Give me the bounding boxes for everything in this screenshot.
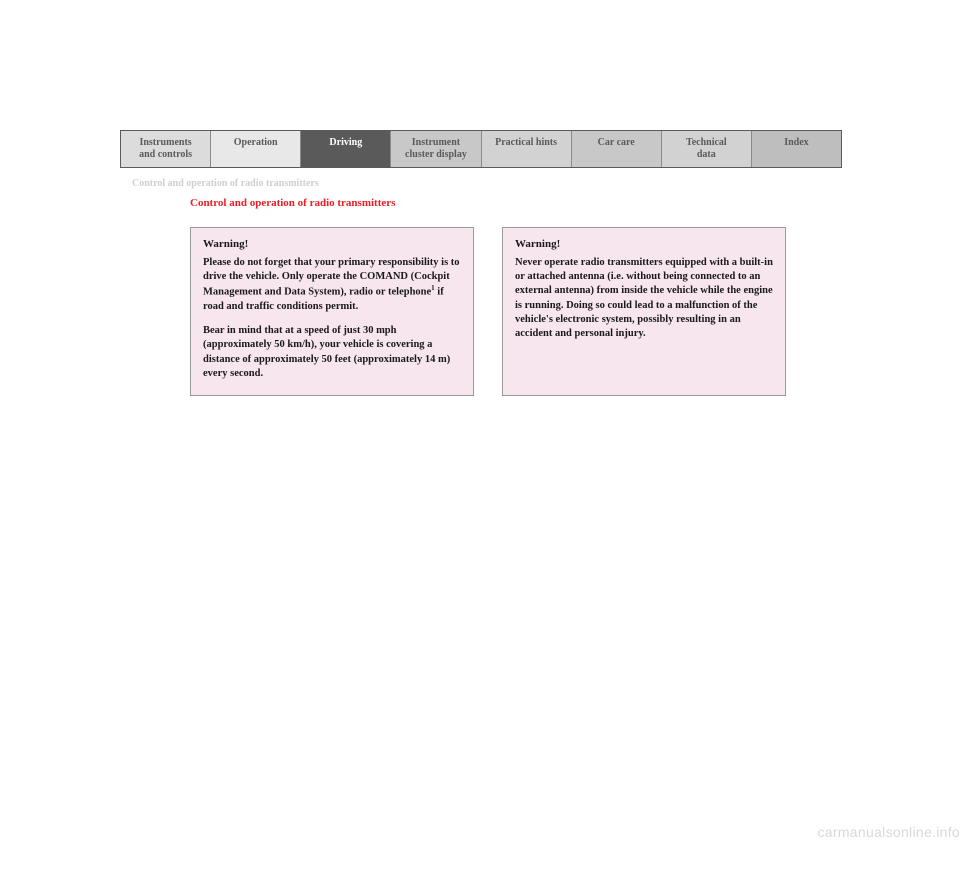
tab-label: Driving: [329, 137, 362, 148]
warning-title: Warning!: [515, 238, 773, 250]
tab-bar: Instruments and controls Operation Drivi…: [120, 130, 842, 168]
breadcrumb: Control and operation of radio transmitt…: [132, 178, 960, 189]
warning-text: Never operate radio transmitters equippe…: [515, 256, 773, 341]
warning-title: Warning!: [203, 238, 461, 250]
tab-instruments-controls[interactable]: Instruments and controls: [121, 131, 210, 167]
tab-label: Car care: [598, 137, 635, 148]
warning-text: Please do not forget that your primary r…: [203, 256, 461, 314]
tab-label: data: [697, 149, 716, 160]
content-row: Warning! Please do not forget that your …: [190, 227, 960, 396]
watermark: carmanualsonline.info: [818, 824, 960, 840]
tab-operation[interactable]: Operation: [210, 131, 300, 167]
tab-label: Operation: [234, 137, 278, 148]
tab-car-care[interactable]: Car care: [571, 131, 661, 167]
tab-index[interactable]: Index: [751, 131, 841, 167]
tab-label: cluster display: [405, 149, 467, 160]
tab-instrument-cluster-display[interactable]: Instrument cluster display: [390, 131, 480, 167]
tab-label: and controls: [139, 149, 192, 160]
warning-box-right: Warning! Never operate radio transmitter…: [502, 227, 786, 396]
tab-driving[interactable]: Driving: [300, 131, 390, 167]
tab-label: Instruments: [139, 137, 191, 148]
page: Instruments and controls Operation Drivi…: [0, 130, 960, 872]
warning-text-part: Please do not forget that your primary r…: [203, 257, 460, 298]
tab-label: Technical: [686, 137, 727, 148]
tab-label: Instrument: [412, 137, 460, 148]
tab-label: Practical hints: [495, 137, 557, 148]
tab-label: Index: [784, 137, 808, 148]
tab-technical-data[interactable]: Technical data: [661, 131, 751, 167]
section-title: Control and operation of radio transmitt…: [190, 197, 960, 209]
warning-text: Bear in mind that at a speed of just 30 …: [203, 324, 461, 381]
tab-practical-hints[interactable]: Practical hints: [481, 131, 571, 167]
warning-box-left: Warning! Please do not forget that your …: [190, 227, 474, 396]
